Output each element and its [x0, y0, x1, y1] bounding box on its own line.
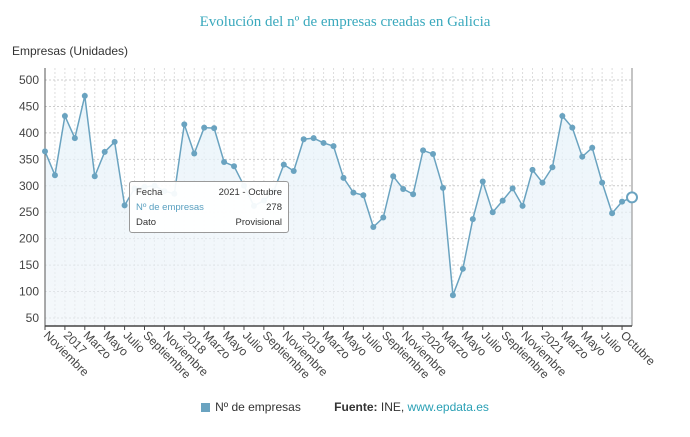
tooltip-value: 278: [266, 202, 282, 213]
data-point: [469, 216, 476, 223]
data-point: [290, 167, 297, 174]
tooltip-date: 2021 - Octubre: [218, 187, 282, 198]
y-tick-label: 50: [26, 311, 40, 325]
legend-swatch: [201, 403, 211, 413]
data-point: [439, 184, 446, 191]
data-point-highlighted: [626, 191, 638, 204]
tooltip-value-label: Nº de empresas: [136, 202, 204, 213]
data-point: [549, 164, 556, 171]
tooltip-date-label: Fecha: [136, 187, 163, 198]
data-point: [499, 197, 506, 204]
data-point: [111, 138, 118, 145]
y-tick-label: 250: [19, 205, 39, 219]
data-point: [320, 139, 327, 146]
y-tick-label: 300: [19, 179, 39, 193]
data-point: [71, 135, 78, 142]
data-point: [231, 163, 238, 170]
data-point: [539, 179, 546, 186]
data-point: [569, 124, 576, 131]
data-point: [121, 202, 128, 209]
data-point: [519, 202, 526, 209]
data-point: [81, 92, 88, 99]
data-point: [221, 158, 228, 165]
data-point: [579, 153, 586, 160]
data-point: [360, 192, 367, 199]
tooltip-status-label: Dato: [136, 217, 157, 228]
data-point: [61, 112, 68, 119]
data-point: [191, 150, 198, 157]
data-point: [529, 166, 536, 173]
source-name: INE,: [380, 400, 405, 414]
legend-series[interactable]: Nº de empresas: [215, 400, 301, 414]
data-point: [370, 224, 377, 231]
data-point: [430, 151, 437, 158]
data-point: [559, 112, 566, 119]
data-point: [619, 198, 626, 205]
data-point: [310, 135, 317, 142]
legend: Nº de empresas Fuente: INE, www.epdata.e…: [0, 400, 690, 414]
data-point: [91, 173, 98, 180]
data-point: [589, 144, 596, 151]
source-link[interactable]: www.epdata.es: [407, 400, 489, 414]
chart-title: Evolución del nº de empresas creadas en …: [199, 14, 491, 30]
source-label: Fuente:: [334, 400, 378, 414]
data-point: [201, 124, 208, 131]
data-point: [300, 136, 307, 143]
y-axis-label: Empresas (Unidades): [12, 44, 129, 58]
data-point: [420, 147, 427, 154]
y-tick-label: 200: [19, 232, 39, 246]
data-point: [42, 148, 48, 155]
data-point: [410, 191, 417, 198]
data-point: [51, 172, 58, 179]
data-point: [280, 161, 287, 168]
x-tick-label: Octubre: [618, 328, 658, 368]
y-tick-label: 400: [19, 126, 39, 140]
data-point: [599, 179, 606, 186]
y-tick-label: 150: [19, 258, 39, 272]
data-point: [479, 178, 486, 185]
data-point: [181, 121, 188, 128]
data-point: [340, 174, 347, 181]
tooltip: Fecha 2021 - Octubre Nº de empresas 278 Da…: [129, 181, 289, 233]
data-point: [449, 292, 456, 299]
data-point: [380, 214, 387, 221]
data-point: [101, 148, 108, 155]
y-tick-label: 350: [19, 152, 39, 166]
data-point: [459, 265, 466, 272]
data-point: [330, 143, 337, 150]
tooltip-status: Provisional: [235, 217, 282, 228]
data-point: [489, 209, 496, 216]
y-tick-label: 100: [19, 285, 39, 299]
data-point: [609, 210, 616, 217]
data-point: [211, 125, 218, 132]
data-point: [400, 185, 407, 192]
y-tick-label: 450: [19, 99, 39, 113]
y-tick-label: 500: [19, 73, 39, 87]
data-point: [509, 185, 516, 192]
data-point: [350, 189, 357, 196]
data-point: [390, 173, 397, 180]
